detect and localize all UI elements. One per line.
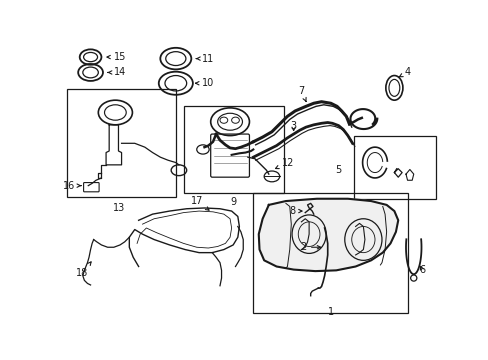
Text: 18: 18 (76, 262, 91, 278)
Text: 9: 9 (230, 197, 236, 207)
Text: 13: 13 (113, 203, 125, 213)
Text: 4: 4 (398, 67, 410, 77)
Text: 12: 12 (275, 158, 294, 168)
Text: 3: 3 (290, 121, 296, 131)
Text: 7: 7 (298, 86, 305, 102)
Bar (183, 106, 284, 193)
Text: 15: 15 (107, 52, 126, 62)
Text: 14: 14 (108, 67, 126, 77)
Text: 2: 2 (299, 242, 320, 252)
Text: 10: 10 (195, 78, 214, 88)
Polygon shape (258, 199, 397, 271)
Bar (67, 89, 176, 197)
Text: 16: 16 (62, 181, 81, 191)
Bar (253, 193, 407, 313)
Text: 6: 6 (418, 265, 425, 275)
Bar (353, 136, 435, 199)
Text: 11: 11 (196, 54, 214, 64)
Text: 1: 1 (327, 307, 333, 316)
Text: 8: 8 (288, 206, 302, 216)
Text: 17: 17 (190, 196, 208, 210)
Text: 5: 5 (335, 165, 341, 175)
